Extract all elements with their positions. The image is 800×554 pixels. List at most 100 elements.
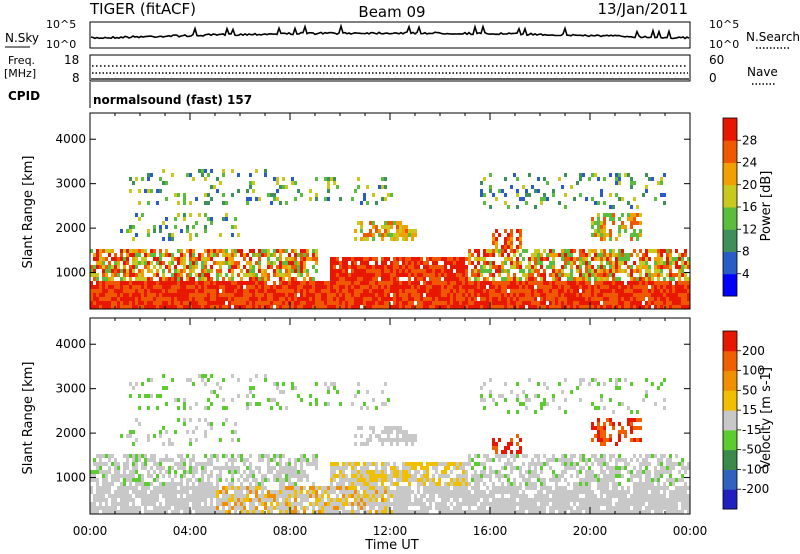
power-cell bbox=[576, 181, 579, 185]
velocity-cell bbox=[297, 478, 300, 482]
power-cell bbox=[438, 265, 441, 269]
power-cell bbox=[564, 261, 567, 265]
power-cell bbox=[210, 293, 213, 297]
power-cell bbox=[336, 289, 339, 293]
power-cell bbox=[357, 301, 360, 305]
velocity-cell bbox=[555, 458, 558, 462]
power-cell bbox=[216, 281, 219, 285]
power-cell bbox=[114, 293, 117, 297]
velocity-cell bbox=[93, 494, 96, 498]
velocity-cell bbox=[258, 466, 261, 470]
power-cell bbox=[180, 277, 183, 281]
power-cell bbox=[585, 257, 588, 261]
power-cell bbox=[381, 233, 384, 237]
velocity-cell bbox=[477, 510, 480, 514]
power-cell bbox=[627, 297, 630, 301]
velocity-cell bbox=[477, 498, 480, 502]
power-cell bbox=[588, 289, 591, 293]
velocity-cell bbox=[183, 422, 186, 426]
power-cell bbox=[384, 301, 387, 305]
velocity-cell bbox=[516, 502, 519, 506]
velocity-cell bbox=[387, 486, 390, 490]
power-cell bbox=[207, 285, 210, 289]
power-cell bbox=[243, 257, 246, 261]
velocity-cell bbox=[114, 458, 117, 462]
velocity-cell bbox=[378, 474, 381, 478]
velocity-cell bbox=[393, 498, 396, 502]
velocity-cell bbox=[393, 510, 396, 514]
power-cell bbox=[600, 225, 603, 229]
velocity-cell bbox=[480, 398, 483, 402]
velocity-cell bbox=[165, 502, 168, 506]
power-cell bbox=[366, 285, 369, 289]
power-cell bbox=[177, 201, 180, 205]
velocity-cell bbox=[132, 490, 135, 494]
power-cell bbox=[510, 293, 513, 297]
power-cell bbox=[291, 261, 294, 265]
power-cell bbox=[603, 269, 606, 273]
power-cell bbox=[213, 185, 216, 189]
power-cell bbox=[339, 301, 342, 305]
velocity-cell bbox=[249, 390, 252, 394]
velocity-cell bbox=[402, 430, 405, 434]
power-cell bbox=[123, 293, 126, 297]
velocity-cell bbox=[288, 478, 291, 482]
velocity-cell bbox=[372, 398, 375, 402]
power-cell bbox=[687, 297, 690, 301]
power-cell bbox=[327, 197, 330, 201]
power-cell bbox=[105, 281, 108, 285]
velocity-cell bbox=[339, 486, 342, 490]
power-cell bbox=[492, 237, 495, 241]
power-cell bbox=[243, 301, 246, 305]
power-cell bbox=[579, 277, 582, 281]
power-cell bbox=[159, 257, 162, 261]
velocity-cell bbox=[126, 498, 129, 502]
power-cell bbox=[159, 229, 162, 233]
power-cell bbox=[105, 269, 108, 273]
velocity-cell bbox=[459, 502, 462, 506]
velocity-cell bbox=[132, 502, 135, 506]
power-cell bbox=[498, 253, 501, 257]
power-cell bbox=[621, 257, 624, 261]
power-cell bbox=[486, 249, 489, 253]
velocity-cell bbox=[468, 458, 471, 462]
velocity-cell bbox=[264, 454, 267, 458]
power-cell bbox=[198, 257, 201, 261]
power-cell bbox=[285, 257, 288, 261]
power-cell bbox=[132, 305, 135, 309]
velocity-cell bbox=[357, 462, 360, 466]
power-cell bbox=[411, 289, 414, 293]
power-cell bbox=[609, 249, 612, 253]
power-cell bbox=[219, 265, 222, 269]
power-cell bbox=[435, 269, 438, 273]
velocity-cell bbox=[513, 478, 516, 482]
power-cell bbox=[180, 257, 183, 261]
power-cell bbox=[330, 301, 333, 305]
power-cell bbox=[342, 293, 345, 297]
power-cell bbox=[654, 197, 657, 201]
power-cell bbox=[654, 301, 657, 305]
velocity-cell bbox=[123, 490, 126, 494]
velocity-cell bbox=[195, 478, 198, 482]
power-cell bbox=[243, 293, 246, 297]
velocity-cell bbox=[420, 510, 423, 514]
power-cell bbox=[375, 293, 378, 297]
power-cell bbox=[156, 293, 159, 297]
power-cell bbox=[525, 249, 528, 253]
power-cell bbox=[129, 225, 132, 229]
power-cell bbox=[615, 289, 618, 293]
power-cell bbox=[351, 265, 354, 269]
power-cell bbox=[147, 277, 150, 281]
power-cell bbox=[522, 273, 525, 277]
velocity-cell bbox=[276, 506, 279, 510]
velocity-cell bbox=[354, 474, 357, 478]
velocity-cell bbox=[99, 490, 102, 494]
power-cell bbox=[510, 297, 513, 301]
nsky-trace bbox=[90, 23, 690, 40]
power-cell bbox=[519, 265, 522, 269]
power-cell bbox=[567, 285, 570, 289]
power-cell bbox=[660, 261, 663, 265]
power-cell bbox=[492, 285, 495, 289]
power-cell bbox=[495, 297, 498, 301]
power-cell bbox=[162, 261, 165, 265]
